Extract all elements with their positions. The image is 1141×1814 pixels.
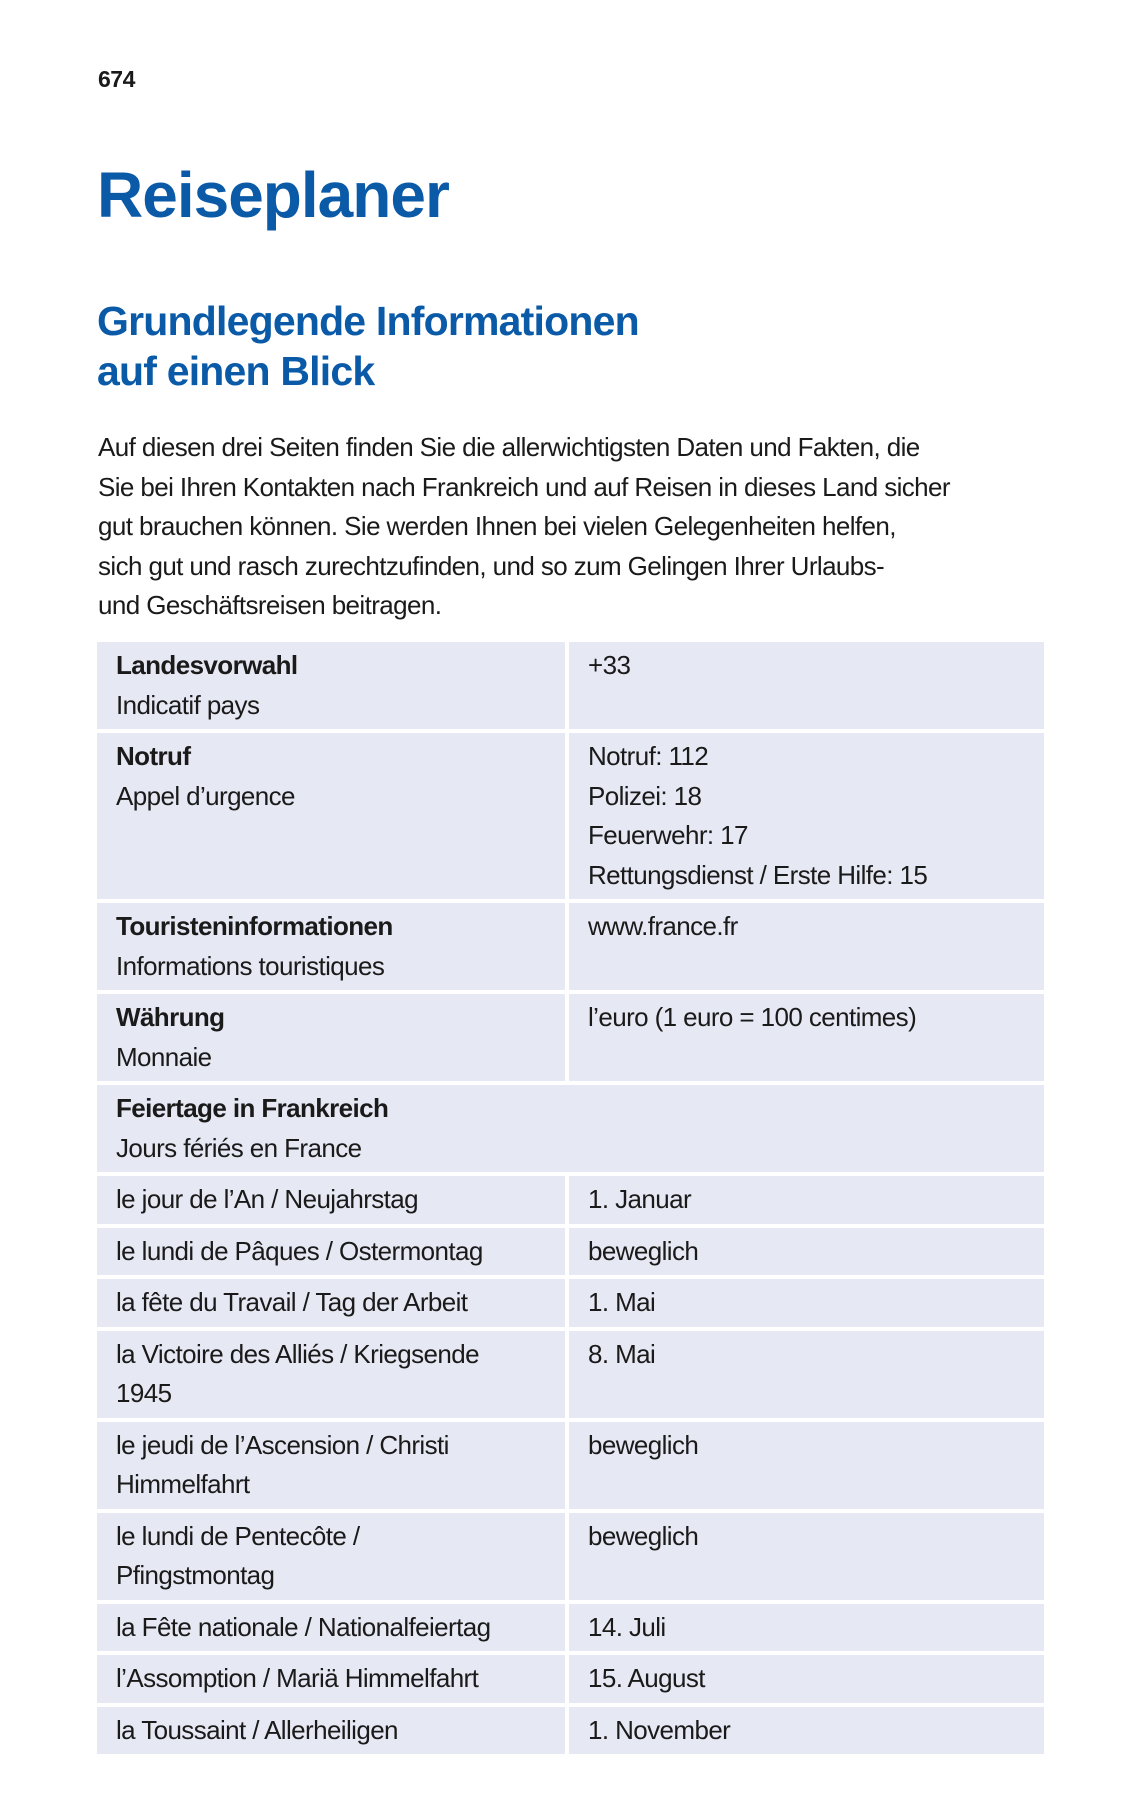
table-row: Währung Monnaie l’euro (1 euro = 100 centi… xyxy=(97,994,1044,1081)
holiday-name-cell: l’Assomption / Mariä Himmelfahrt xyxy=(97,1655,565,1703)
section-subtitle: Grundlegende Informationen auf einen Bli… xyxy=(97,296,640,396)
holidays-header-cell: Feiertage in Frankreich Jours fériés en F… xyxy=(97,1085,1044,1172)
holiday-name: le jour de l’An / Neujahrstag xyxy=(116,1184,419,1214)
holiday-row: le jour de l’An / Neujahrstag 1. Januar xyxy=(97,1176,1044,1224)
holiday-row: l’Assomption / Mariä Himmelfahrt 15. Augu… xyxy=(97,1655,1044,1703)
holidays-header-row: Feiertage in Frankreich Jours fériés en F… xyxy=(97,1085,1044,1172)
row-sublabel: Appel d’urgence xyxy=(116,780,296,811)
holiday-row: la Victoire des Alliés / Kriegsende 1945 8… xyxy=(97,1330,1044,1418)
holiday-name: le lundi de Pâques / Ostermontag xyxy=(116,1235,483,1266)
row-label: Landesvorwahl xyxy=(116,650,298,680)
row-sublabel: Informations touristiques xyxy=(116,950,385,981)
holiday-date-cell: 1. November xyxy=(569,1706,1044,1754)
value-cell: Notruf: 112 Polizei: 18 Feuerwehr: 17 Rettu… xyxy=(569,733,1044,899)
holiday-row: le jeudi de l’Ascension / Christi Himmelf… xyxy=(97,1421,1044,1509)
holiday-name-cell: la Victoire des Alliés / Kriegsende 1945 xyxy=(97,1330,565,1418)
holiday-date: beweglich xyxy=(588,1429,699,1460)
row-value: www.france.fr xyxy=(588,911,738,941)
holidays-header-sublabel: Jours fériés en France xyxy=(116,1132,362,1163)
holiday-date: 14. Juli xyxy=(588,1611,666,1642)
table-row: Landesvorwahl Indicatif pays +33 xyxy=(97,642,1044,729)
label-cell: Touristeninformationen Informations touri… xyxy=(97,903,565,990)
holiday-name: 1945 xyxy=(116,1378,172,1408)
intro-paragraph: Auf diesen drei Seiten finden Sie die al… xyxy=(98,428,1058,626)
holiday-date: beweglich xyxy=(588,1520,699,1551)
holiday-date: 1. November xyxy=(588,1714,731,1745)
row-label: Touristeninformationen xyxy=(116,911,393,941)
holiday-row: la Fête nationale / Nationalfeiertag 14. … xyxy=(97,1603,1044,1651)
holiday-name: Himmelfahrt xyxy=(116,1469,250,1499)
label-cell: Landesvorwahl Indicatif pays xyxy=(97,642,565,729)
holiday-name-cell: la fête du Travail / Tag der Arbeit xyxy=(97,1279,565,1327)
intro-line: Sie bei Ihren Kontakten nach Frankreich … xyxy=(98,471,951,502)
intro-line: und Geschäftsreisen beitragen. xyxy=(98,590,442,620)
table-row: Notruf Appel d’urgence Notruf: 112 Polizei:… xyxy=(97,733,1044,899)
holiday-date-cell: 15. August xyxy=(569,1655,1044,1703)
row-value: Rettungsdienst / Erste Hilfe: 15 xyxy=(588,859,928,890)
holiday-date: 15. August xyxy=(588,1663,705,1693)
row-value: l’euro (1 euro = 100 centimes) xyxy=(588,1002,917,1032)
row-value: Notruf: 112 xyxy=(588,741,709,771)
holiday-name: l’Assomption / Mariä Himmelfahrt xyxy=(116,1663,479,1693)
row-label: Notruf xyxy=(116,741,191,771)
holiday-name: la Toussaint / Allerheiligen xyxy=(116,1714,399,1745)
info-table: Landesvorwahl Indicatif pays +33 Notruf Appe… xyxy=(97,642,1044,1758)
holiday-row: la Toussaint / Allerheiligen 1. November xyxy=(97,1706,1044,1754)
row-label: Währung xyxy=(116,1002,225,1032)
holiday-row: le lundi de Pâques / Ostermontag beweglic… xyxy=(97,1227,1044,1275)
holidays-header-label: Feiertage in Frankreich xyxy=(116,1093,389,1123)
holiday-name: la Victoire des Alliés / Kriegsende xyxy=(116,1338,480,1369)
row-value: Polizei: 18 xyxy=(588,780,702,811)
holiday-date: beweglich xyxy=(588,1235,699,1266)
holiday-name: la Fête nationale / Nationalfeiertag xyxy=(116,1611,491,1642)
value-cell: www.france.fr xyxy=(569,903,1044,990)
table-row: Touristeninformationen Informations touri… xyxy=(97,903,1044,990)
holiday-date-cell: beweglich xyxy=(569,1421,1044,1509)
holiday-name-cell: le jeudi de l’Ascension / Christi Himmelf… xyxy=(97,1421,565,1509)
holiday-name-cell: le jour de l’An / Neujahrstag xyxy=(97,1176,565,1224)
value-cell: l’euro (1 euro = 100 centimes) xyxy=(569,994,1044,1081)
holiday-date-cell: beweglich xyxy=(569,1227,1044,1275)
intro-line: Auf diesen drei Seiten finden Sie die al… xyxy=(98,432,920,462)
holiday-date-cell: 8. Mai xyxy=(569,1330,1044,1418)
holiday-name: le jeudi de l’Ascension / Christi xyxy=(116,1429,449,1460)
holiday-name-cell: la Fête nationale / Nationalfeiertag xyxy=(97,1603,565,1651)
intro-line: gut brauchen können. Sie werden Ihnen be… xyxy=(98,511,896,541)
holiday-date: 1. Januar xyxy=(588,1184,692,1214)
holiday-row: le lundi de Pentecôte / Pfingstmontag bewe… xyxy=(97,1512,1044,1600)
row-value: +33 xyxy=(588,650,631,680)
page-title: Reiseplaner xyxy=(97,159,450,231)
subtitle-line: Grundlegende Informationen xyxy=(97,298,640,344)
row-value: Feuerwehr: 17 xyxy=(588,820,748,850)
holiday-date: 8. Mai xyxy=(588,1338,656,1369)
holiday-date: 1. Mai xyxy=(588,1287,656,1317)
holiday-name-cell: la Toussaint / Allerheiligen xyxy=(97,1706,565,1754)
label-cell: Währung Monnaie xyxy=(97,994,565,1081)
holiday-date-cell: 1. Januar xyxy=(569,1176,1044,1224)
row-sublabel: Monnaie xyxy=(116,1041,212,1072)
holiday-row: la fête du Travail / Tag der Arbeit 1. Ma… xyxy=(97,1279,1044,1327)
holiday-name: le lundi de Pentecôte / xyxy=(116,1520,360,1551)
intro-line: sich gut und rasch zurechtzufinden, und … xyxy=(98,550,885,581)
page-number: 674 xyxy=(98,66,135,92)
holiday-date-cell: beweglich xyxy=(569,1512,1044,1600)
holiday-name-cell: le lundi de Pâques / Ostermontag xyxy=(97,1227,565,1275)
row-sublabel: Indicatif pays xyxy=(116,689,260,720)
value-cell: +33 xyxy=(569,642,1044,729)
label-cell: Notruf Appel d’urgence xyxy=(97,733,565,899)
holiday-date-cell: 1. Mai xyxy=(569,1279,1044,1327)
holiday-name: la fête du Travail / Tag der Arbeit xyxy=(116,1287,468,1317)
holiday-name: Pfingstmontag xyxy=(116,1560,275,1590)
subtitle-line: auf einen Blick xyxy=(97,348,375,394)
holiday-name-cell: le lundi de Pentecôte / Pfingstmontag xyxy=(97,1512,565,1600)
holiday-date-cell: 14. Juli xyxy=(569,1603,1044,1651)
